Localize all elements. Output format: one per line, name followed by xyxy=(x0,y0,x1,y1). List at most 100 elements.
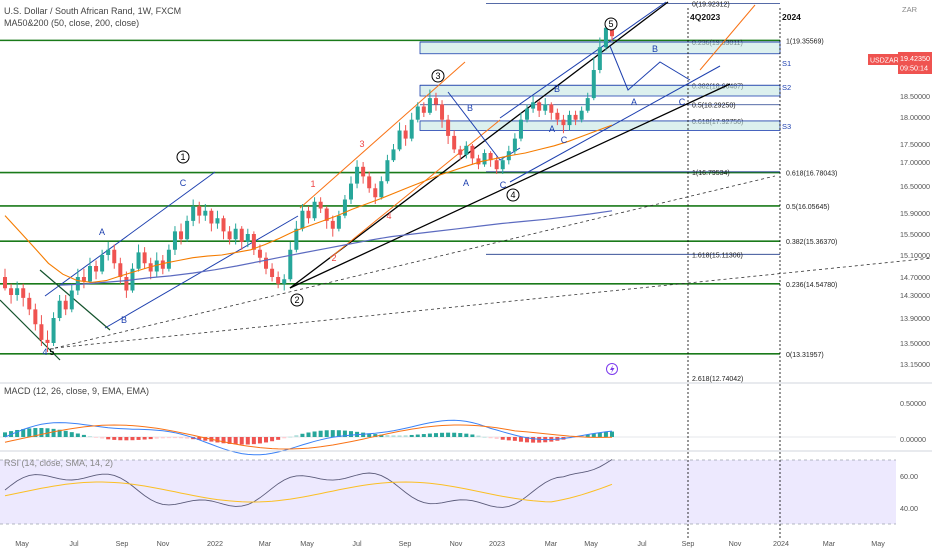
candle-body xyxy=(124,277,129,291)
time-tick-label: 2023 xyxy=(489,539,505,548)
wave-label: 4 xyxy=(386,211,391,221)
candle-body xyxy=(373,188,378,198)
candle-body xyxy=(227,231,232,240)
candle-body xyxy=(57,300,62,318)
macd-histogram-bar xyxy=(488,437,493,439)
lightning-icon[interactable] xyxy=(606,363,618,375)
macd-histogram-bar xyxy=(221,437,226,444)
time-tick-label: May xyxy=(300,539,314,548)
candle-body xyxy=(415,106,420,120)
candle-body xyxy=(100,255,105,272)
time-tick-label: Sep xyxy=(116,539,129,548)
candle-body xyxy=(221,218,226,232)
trend-line xyxy=(54,257,932,349)
trend-line xyxy=(289,1,669,289)
macd-histogram-bar xyxy=(21,429,26,437)
candle-body xyxy=(367,176,372,189)
rsi-title: RSI (14, close, SMA, 14, 2) xyxy=(4,458,114,468)
projection-path xyxy=(609,45,691,91)
candle-body xyxy=(239,228,244,242)
candle-body xyxy=(257,249,262,258)
macd-histogram-bar xyxy=(373,434,378,437)
macd-histogram-bar xyxy=(506,437,511,441)
macd-histogram-bar xyxy=(27,428,32,437)
price-scale[interactable]: 19.1000018.5000018.0000017.5000017.00000… xyxy=(900,53,930,513)
wave-label: 3 xyxy=(359,139,364,149)
time-tick-label: Nov xyxy=(450,539,463,548)
macd-histogram-bar xyxy=(81,434,86,437)
candle-body xyxy=(118,263,123,277)
wave-label: B xyxy=(652,44,658,54)
candle-body xyxy=(251,234,256,250)
candle-body xyxy=(112,249,117,264)
candle-body xyxy=(561,119,566,126)
price-tick-label: 13.50000 xyxy=(900,339,930,348)
candle-body xyxy=(500,160,505,170)
time-tick-label: May xyxy=(15,539,29,548)
fib-extension-label: 2.618(12.74042) xyxy=(692,376,743,383)
macd-histogram-bar xyxy=(33,428,38,437)
candle-body xyxy=(39,324,44,340)
macd-histogram-bar xyxy=(397,435,402,437)
candle-body xyxy=(136,252,141,269)
price-pane-background xyxy=(0,0,896,382)
candle-body xyxy=(324,208,329,221)
candle-body xyxy=(433,98,438,105)
macd-histogram-bar xyxy=(51,428,56,437)
wave-label: A xyxy=(463,178,469,188)
candle-body xyxy=(94,266,99,272)
rsi-sma-line xyxy=(4,481,613,503)
fib-extension-label: 1(16.79534) xyxy=(692,170,730,177)
candle-body xyxy=(464,145,469,155)
trend-line xyxy=(299,61,466,209)
wave-label: C xyxy=(561,135,568,145)
macd-histogram-bar xyxy=(39,427,44,437)
macd-histogram-bar xyxy=(251,437,256,445)
price-tick-label: 17.00000 xyxy=(900,158,930,167)
macd-histogram-bar xyxy=(409,434,414,437)
rsi-line xyxy=(4,459,613,508)
candle-body xyxy=(543,104,548,111)
wave-label: B xyxy=(554,84,560,94)
last-price: 19.42350 xyxy=(900,54,930,63)
candle-body xyxy=(385,160,390,182)
macd-histogram-bar xyxy=(336,430,341,437)
macd-histogram-bar xyxy=(518,437,523,442)
trend-line xyxy=(0,299,61,361)
time-tick-label: Sep xyxy=(682,539,695,548)
candle-body xyxy=(531,102,536,109)
candle-body xyxy=(197,206,202,216)
candle-body xyxy=(9,288,14,295)
ma-indicator-title: MA50&200 (50, close, 200, close) xyxy=(4,18,140,28)
macd-pane xyxy=(0,382,932,456)
macd-histogram-bar xyxy=(512,437,517,441)
macd-histogram-bar xyxy=(227,437,232,444)
macd-histogram-bar xyxy=(106,437,111,440)
candle-body xyxy=(154,260,159,272)
macd-histogram-bar xyxy=(403,435,408,437)
macd-histogram-bar xyxy=(306,432,311,437)
time-tick-label: Jul xyxy=(637,539,647,548)
candle-body xyxy=(318,201,323,209)
macd-histogram-bar xyxy=(245,437,250,445)
macd-histogram-bar xyxy=(415,434,420,437)
fib-retracement-label: 0.382(15.36370) xyxy=(786,239,837,246)
wave-label: A xyxy=(99,227,105,237)
macd-histogram-bar xyxy=(233,437,238,445)
time-tick-label: Mar xyxy=(259,539,272,548)
macd-histogram-bar xyxy=(482,436,487,438)
price-pane: 1(19.35569) 0.618(16.78043) 0.5(16.05645) 0… xyxy=(0,0,932,383)
macd-histogram-bar xyxy=(348,431,353,437)
candle-body xyxy=(282,279,287,284)
macd-histogram-bar xyxy=(494,437,499,439)
macd-histogram-bar xyxy=(300,433,305,437)
wave-circle xyxy=(290,293,304,307)
candle-body xyxy=(567,114,572,126)
support-label: S1 xyxy=(782,59,791,68)
time-scale[interactable]: May Jul Sep Nov 2022 Mar May Jul Sep Nov 2023 Mar Ma… xyxy=(15,539,885,548)
candle-body xyxy=(446,119,451,136)
wave-label: A xyxy=(631,97,637,107)
support-label: S3 xyxy=(782,122,791,131)
candle-body xyxy=(264,257,269,269)
